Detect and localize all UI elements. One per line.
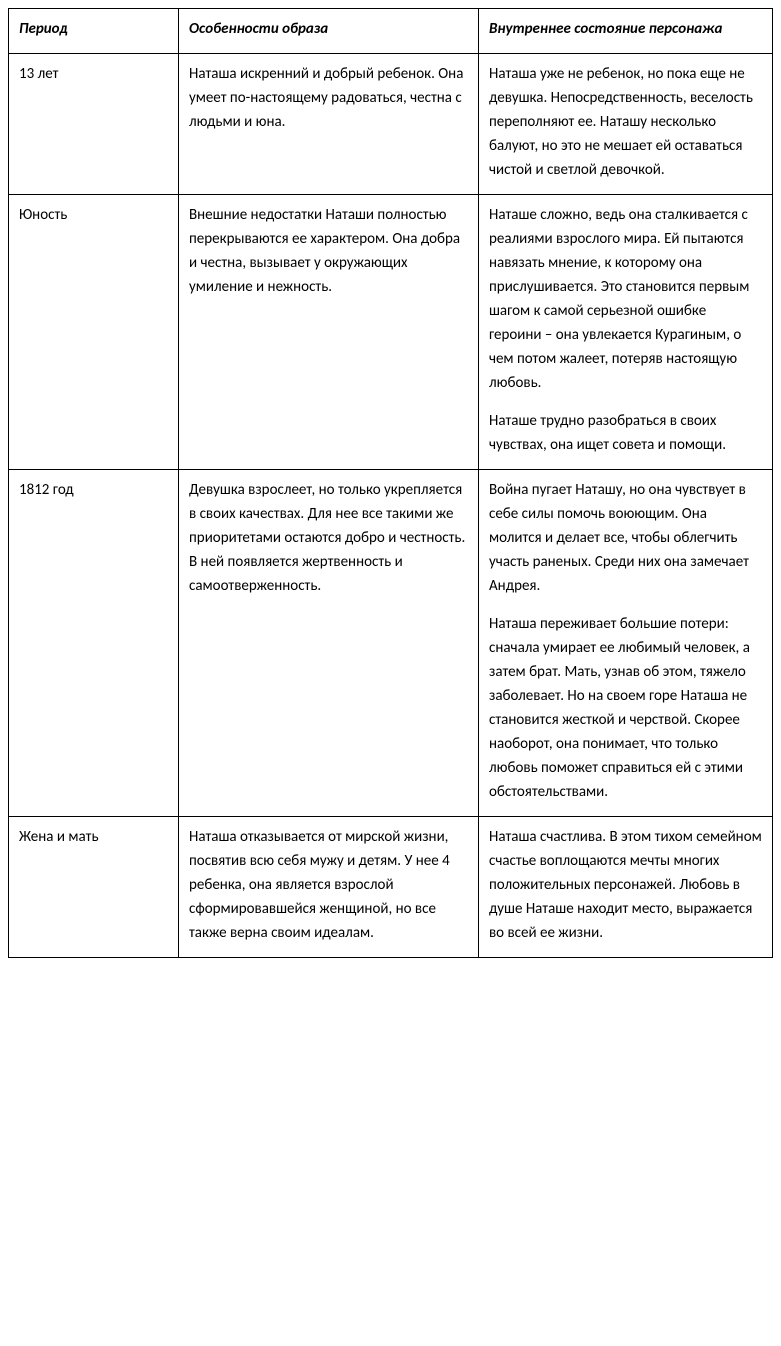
cell-paragraph: Наташа отказывается от мирской жизни, по…	[189, 825, 468, 945]
cell-inner-state: Наташа счастлива. В этом тихом семейном …	[479, 817, 773, 958]
cell-paragraph: Внешние недостатки Наташи полностью пере…	[189, 203, 468, 299]
cell-paragraph: Наташа переживает большие потери: сначал…	[489, 612, 762, 804]
cell-paragraph: Наташа искренний и добрый ребенок. Она у…	[189, 62, 468, 134]
cell-period: Жена и мать	[9, 817, 179, 958]
cell-paragraph: Наташа счастлива. В этом тихом семейном …	[489, 825, 762, 945]
cell-paragraph: Девушка взрослеет, но только укрепляется…	[189, 478, 468, 598]
cell-features: Внешние недостатки Наташи полностью пере…	[179, 195, 479, 470]
cell-period: Юность	[9, 195, 179, 470]
cell-period: 13 лет	[9, 54, 179, 195]
col-header-period: Период	[9, 9, 179, 54]
cell-period: 1812 год	[9, 470, 179, 817]
cell-features: Наташа искренний и добрый ребенок. Она у…	[179, 54, 479, 195]
table-row: 13 лет Наташа искренний и добрый ребенок…	[9, 54, 773, 195]
col-header-features: Особенности образа	[179, 9, 479, 54]
table-row: 1812 год Девушка взрослеет, но только ук…	[9, 470, 773, 817]
character-table: Период Особенности образа Внутреннее сос…	[8, 8, 773, 958]
table-row: Юность Внешние недостатки Наташи полност…	[9, 195, 773, 470]
cell-paragraph: Война пугает Наташу, но она чувствует в …	[489, 478, 762, 598]
cell-features: Наташа отказывается от мирской жизни, по…	[179, 817, 479, 958]
cell-inner-state: Наташе сложно, ведь она сталкивается с р…	[479, 195, 773, 470]
cell-paragraph: Наташа уже не ребенок, но пока еще не де…	[489, 62, 762, 182]
cell-inner-state: Война пугает Наташу, но она чувствует в …	[479, 470, 773, 817]
table-row: Жена и мать Наташа отказывается от мирск…	[9, 817, 773, 958]
cell-paragraph: Наташе сложно, ведь она сталкивается с р…	[489, 203, 762, 395]
table-header-row: Период Особенности образа Внутреннее сос…	[9, 9, 773, 54]
cell-paragraph: Наташе трудно разобраться в своих чувств…	[489, 409, 762, 457]
cell-features: Девушка взрослеет, но только укрепляется…	[179, 470, 479, 817]
cell-inner-state: Наташа уже не ребенок, но пока еще не де…	[479, 54, 773, 195]
col-header-inner-state: Внутреннее состояние персонажа	[479, 9, 773, 54]
